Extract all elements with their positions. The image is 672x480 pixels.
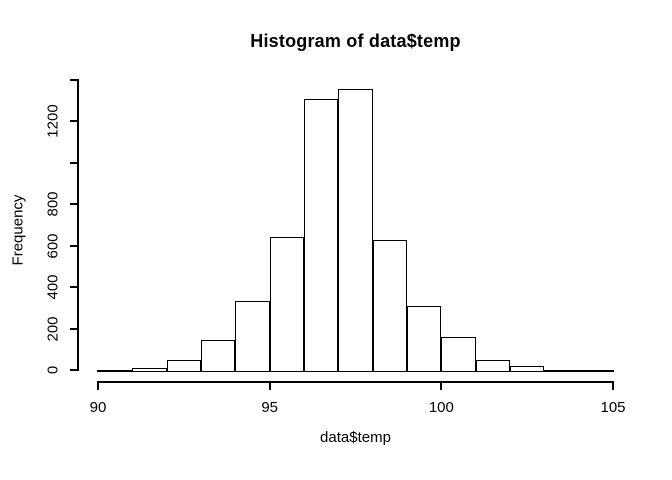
y-axis-tick-label: 1200	[44, 104, 62, 139]
x-axis-label: data$temp	[320, 429, 391, 446]
y-axis-line	[77, 79, 79, 371]
y-axis-tick-label: 600	[44, 233, 62, 259]
histogram-bar	[475, 360, 510, 372]
x-axis-tick	[268, 383, 271, 390]
y-axis-tick	[70, 327, 77, 330]
x-axis-tick	[612, 383, 614, 390]
y-axis-tick-label: 200	[44, 316, 62, 342]
histogram-bar	[166, 360, 201, 372]
histogram-bar	[407, 305, 442, 372]
x-axis-line	[97, 381, 614, 383]
histogram-bar	[304, 98, 339, 372]
histogram-bar	[510, 366, 545, 372]
y-axis-tick-label: 400	[44, 274, 62, 300]
y-axis-tick	[70, 161, 77, 164]
x-axis-tick-label: 100	[428, 399, 454, 416]
x-axis-tick-label: 105	[600, 399, 626, 416]
y-axis-tick	[70, 286, 77, 289]
histogram-bar	[441, 336, 476, 372]
y-axis-tick-label: 800	[44, 191, 62, 217]
histogram-bar	[372, 240, 407, 372]
x-axis-tick	[97, 383, 99, 390]
histogram-bar	[132, 367, 167, 372]
x-axis-tick-label: 95	[261, 399, 278, 416]
histogram-bar	[338, 89, 373, 372]
histogram-bar	[235, 300, 270, 372]
y-axis-tick	[70, 203, 77, 206]
y-axis-tick-label: 0	[44, 365, 62, 375]
histogram-bar	[269, 237, 304, 372]
y-axis-tick	[70, 79, 77, 81]
x-axis-tick-label: 90	[89, 399, 107, 416]
x-axis-tick	[440, 383, 443, 390]
y-axis-tick	[70, 244, 77, 247]
y-axis-tick	[70, 120, 77, 123]
chart-title: Histogram of data$temp	[250, 31, 461, 51]
histogram-bar	[201, 339, 236, 372]
y-axis-tick	[70, 369, 77, 371]
